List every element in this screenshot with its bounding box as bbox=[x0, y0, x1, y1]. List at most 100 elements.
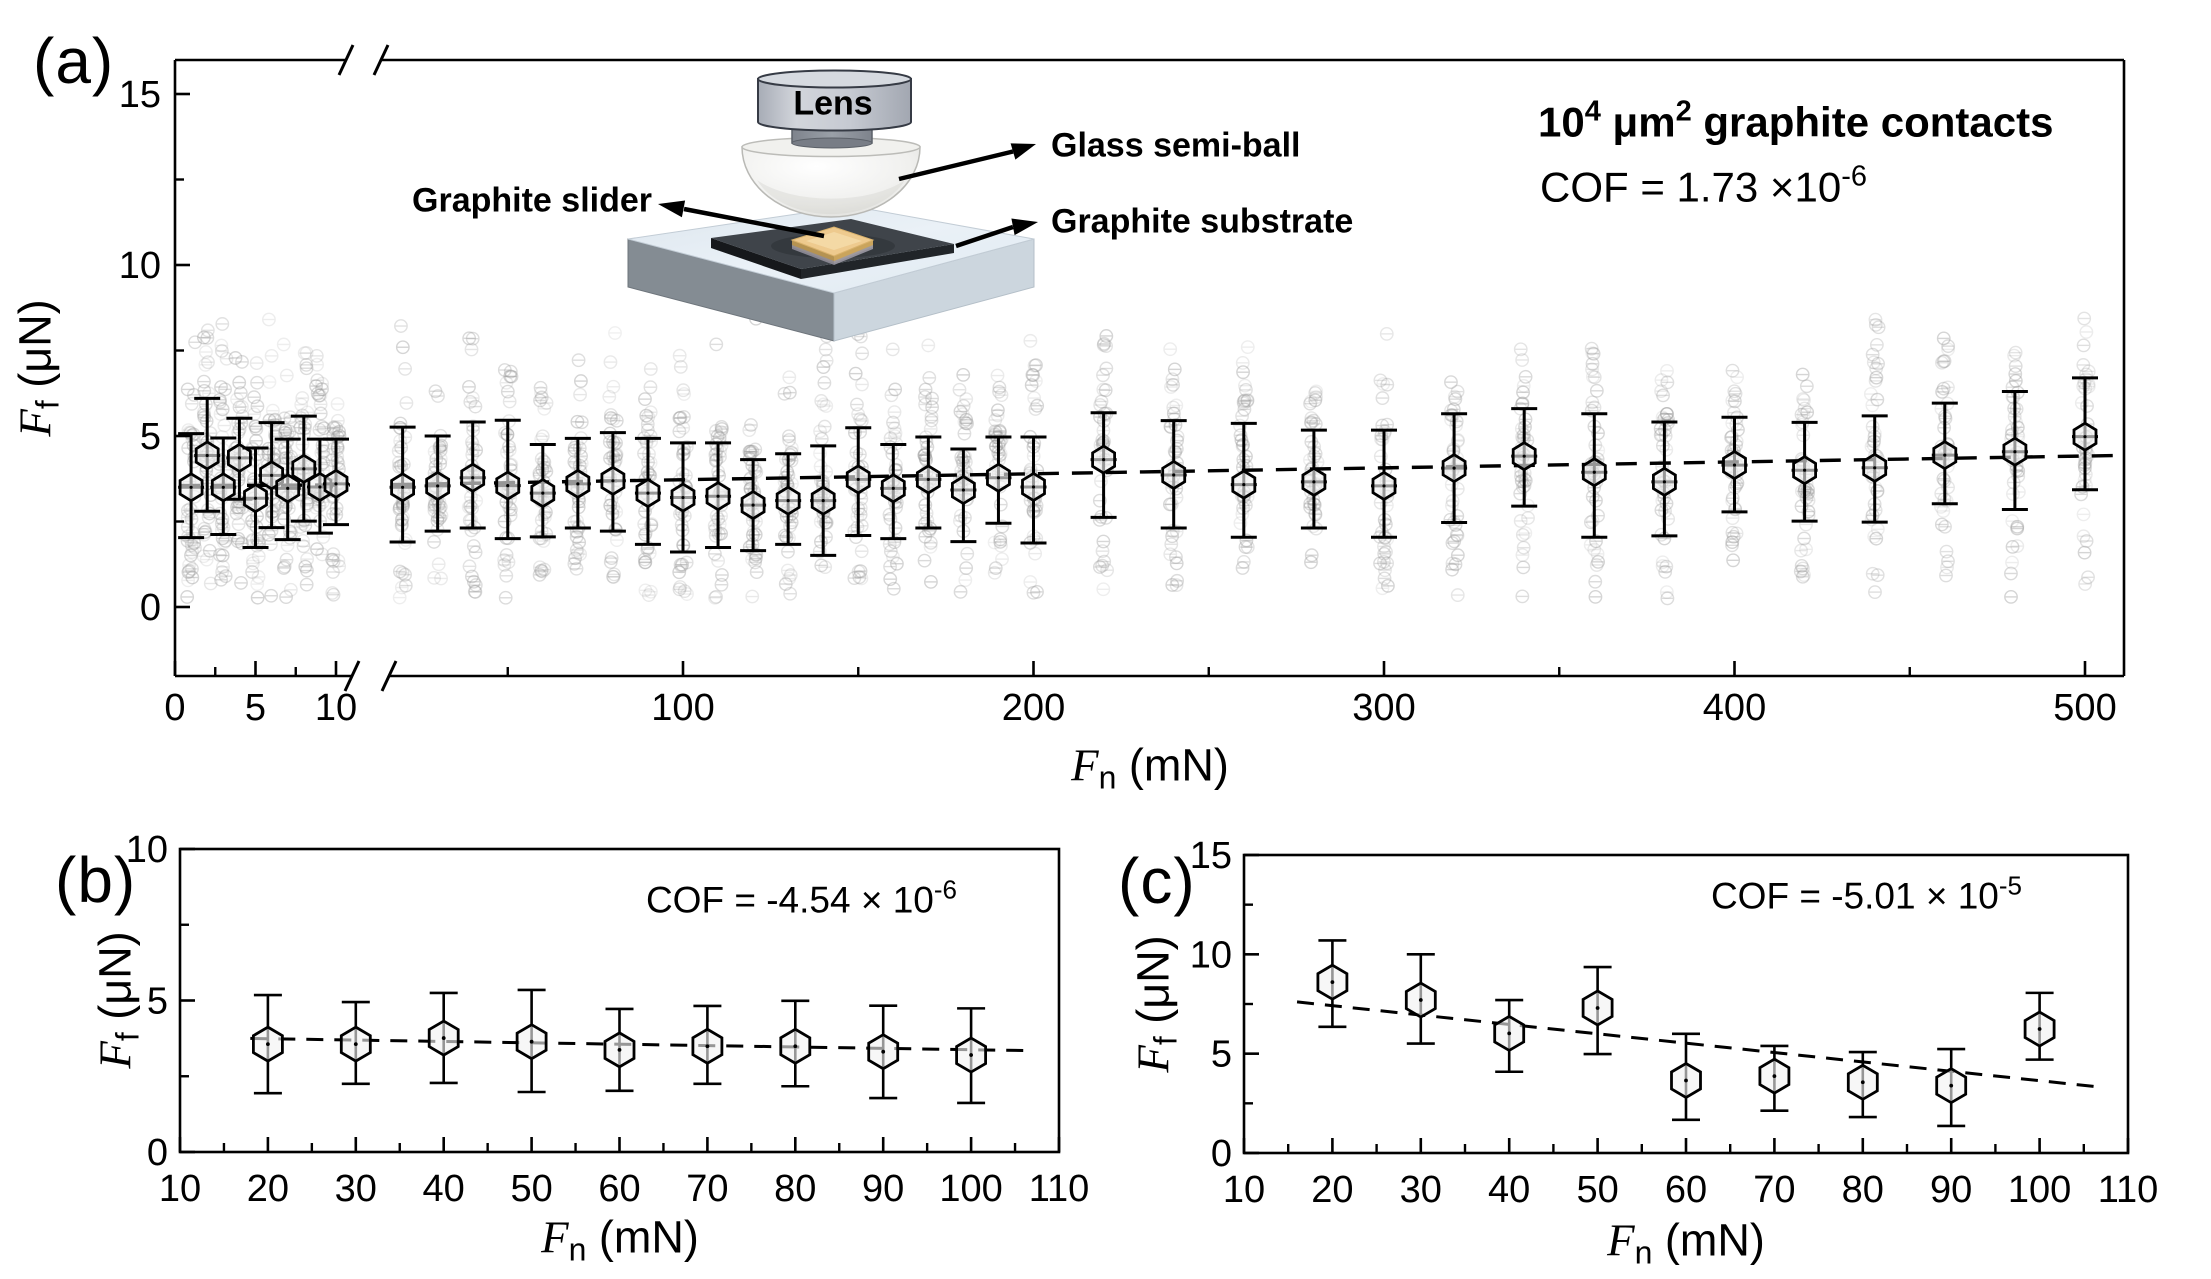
errorbar-cluster bbox=[1581, 412, 1608, 539]
x-tick-label: 60 bbox=[1665, 1169, 1707, 1211]
annotation-arrows bbox=[658, 143, 1038, 249]
errorbar-cluster bbox=[427, 991, 460, 1085]
x-tick-label: 70 bbox=[686, 1168, 728, 1210]
xlabel-sub: n bbox=[1634, 1234, 1653, 1271]
errorbar-cluster bbox=[194, 396, 221, 513]
errorbar-cluster bbox=[515, 988, 548, 1094]
errorbar-cluster bbox=[424, 434, 451, 533]
x-tick-label: 100 bbox=[2008, 1169, 2071, 1211]
panel-b-letter: (b) bbox=[55, 844, 137, 916]
panel-a-cof: COF = 1.73 ×10-6 bbox=[1540, 161, 1867, 212]
errorbar-cluster bbox=[1371, 428, 1397, 539]
errorbar-cluster bbox=[2001, 390, 2028, 512]
panel-b-xlabel: Fn (mN) bbox=[541, 1212, 699, 1269]
x-tick-label: 40 bbox=[1488, 1169, 1530, 1211]
ylabel-rest: (μN) bbox=[1127, 935, 1179, 1037]
errorbar-cluster bbox=[705, 441, 732, 549]
errorbar-cluster bbox=[810, 444, 837, 557]
panel-a-xlabel: Fn (mN) bbox=[1071, 740, 1229, 797]
errorbar-cluster bbox=[1230, 421, 1257, 539]
x-tick-label: 110 bbox=[1029, 1168, 1090, 1210]
axis-break-slash bbox=[372, 44, 390, 76]
errorbar-cluster bbox=[339, 1000, 372, 1086]
axis-break-slash bbox=[343, 660, 361, 692]
errorbar-cluster bbox=[1441, 412, 1468, 525]
x-tick-label: 40 bbox=[423, 1168, 465, 1210]
errorbar-cluster bbox=[323, 437, 349, 527]
errorbar-cluster bbox=[1651, 420, 1678, 538]
ylabel-sym: F bbox=[90, 1041, 141, 1069]
panel-c-ylabel: Ff (μN) bbox=[1128, 935, 1185, 1072]
errorbar-cluster bbox=[867, 1004, 900, 1100]
x-tick-label: 70 bbox=[1753, 1169, 1795, 1211]
ball-label: Glass semi-ball bbox=[1051, 126, 1301, 165]
title-rest: graphite contacts bbox=[1691, 98, 2054, 146]
errorbar-cluster bbox=[1316, 939, 1349, 1029]
errorbar-cluster bbox=[1511, 407, 1538, 508]
x-tick-label: 300 bbox=[1352, 687, 1415, 729]
errorbar-cluster bbox=[1935, 1047, 1968, 1128]
errorbar-cluster bbox=[1861, 414, 1888, 524]
cof-c-sup: -5 bbox=[1998, 870, 2022, 901]
errorbar-cluster bbox=[880, 443, 907, 541]
panel-c-plot: 10 20 30 40 50 60 70 80 90 100 110 0 5 10 15 bbox=[1190, 835, 2159, 1211]
slider-arrow bbox=[658, 200, 825, 239]
trend-line bbox=[1296, 1000, 2098, 1089]
cof-b-sup: -6 bbox=[933, 874, 957, 905]
ylabel-rest: (μN) bbox=[89, 931, 141, 1033]
errorbar-cluster bbox=[603, 1007, 636, 1093]
xlabel-sub: n bbox=[1098, 759, 1117, 796]
y-tick-label: 15 bbox=[1190, 835, 1232, 877]
errorbar-cluster bbox=[740, 458, 767, 553]
errorbar-cluster bbox=[1160, 419, 1187, 530]
errorbar-cluster bbox=[691, 1004, 724, 1086]
xlabel-sub: n bbox=[568, 1231, 587, 1268]
ylabel-rest: (μN) bbox=[9, 299, 61, 401]
panel-c-letter: (c) bbox=[1118, 845, 1196, 917]
errorbar-cluster bbox=[2072, 376, 2098, 492]
xlabel-sym: F bbox=[1607, 1215, 1635, 1266]
x-tick-label: 100 bbox=[651, 687, 714, 729]
ylabel-sub: f bbox=[1147, 1036, 1184, 1046]
x-tick-label: 400 bbox=[1703, 687, 1766, 729]
y-tick-label: 10 bbox=[119, 245, 161, 287]
xlabel-sym: F bbox=[541, 1212, 569, 1263]
errorbar-cluster bbox=[1670, 1032, 1702, 1122]
ball-arrow bbox=[898, 143, 1036, 182]
cof-a-base: COF = 1.73 ×10 bbox=[1540, 163, 1842, 211]
title-base: 10 bbox=[1538, 98, 1585, 146]
errorbar-cluster bbox=[1846, 1050, 1879, 1119]
cof-a-sup: -6 bbox=[1841, 160, 1867, 193]
x-tick-label: 30 bbox=[1400, 1169, 1442, 1211]
lens-cylinder bbox=[757, 69, 912, 149]
ylabel-sym: F bbox=[10, 409, 61, 437]
errorbar-cluster bbox=[1758, 1044, 1791, 1112]
errorbar-cluster bbox=[845, 426, 872, 538]
y-tick-label: 5 bbox=[1211, 1034, 1232, 1076]
x-tick-label: 200 bbox=[1002, 687, 1065, 729]
x-tick-label: 100 bbox=[939, 1168, 1002, 1210]
errorbar-cluster bbox=[1020, 435, 1047, 545]
errorbar-cluster bbox=[1721, 415, 1748, 514]
xlabel-sym: F bbox=[1071, 740, 1099, 791]
errorbar-cluster bbox=[634, 436, 661, 546]
x-tick-label: 110 bbox=[2098, 1169, 2159, 1211]
errorbar-cluster bbox=[1581, 965, 1614, 1056]
panel-a-axes: 0 5 10 100 200 300 400 500 0 5 10 15 bbox=[119, 44, 2126, 729]
errorbar-cluster bbox=[985, 435, 1012, 525]
x-tick-label: 10 bbox=[315, 687, 357, 729]
errorbar-cluster bbox=[1493, 998, 1526, 1074]
panel-c-cof: COF = -5.01 × 10-5 bbox=[1711, 871, 2022, 918]
errorbar-cluster bbox=[1090, 411, 1117, 519]
mean-series bbox=[252, 988, 987, 1105]
x-tick-label: 90 bbox=[1930, 1169, 1972, 1211]
xlabel-rest: (mN) bbox=[586, 1211, 699, 1263]
lens-label: Lens bbox=[793, 84, 873, 123]
panel-a-title: 104 μm2 graphite contacts bbox=[1538, 96, 2053, 147]
x-tick-label: 80 bbox=[1842, 1169, 1884, 1211]
errorbar-cluster bbox=[599, 431, 626, 533]
x-tick-label: 50 bbox=[510, 1168, 552, 1210]
